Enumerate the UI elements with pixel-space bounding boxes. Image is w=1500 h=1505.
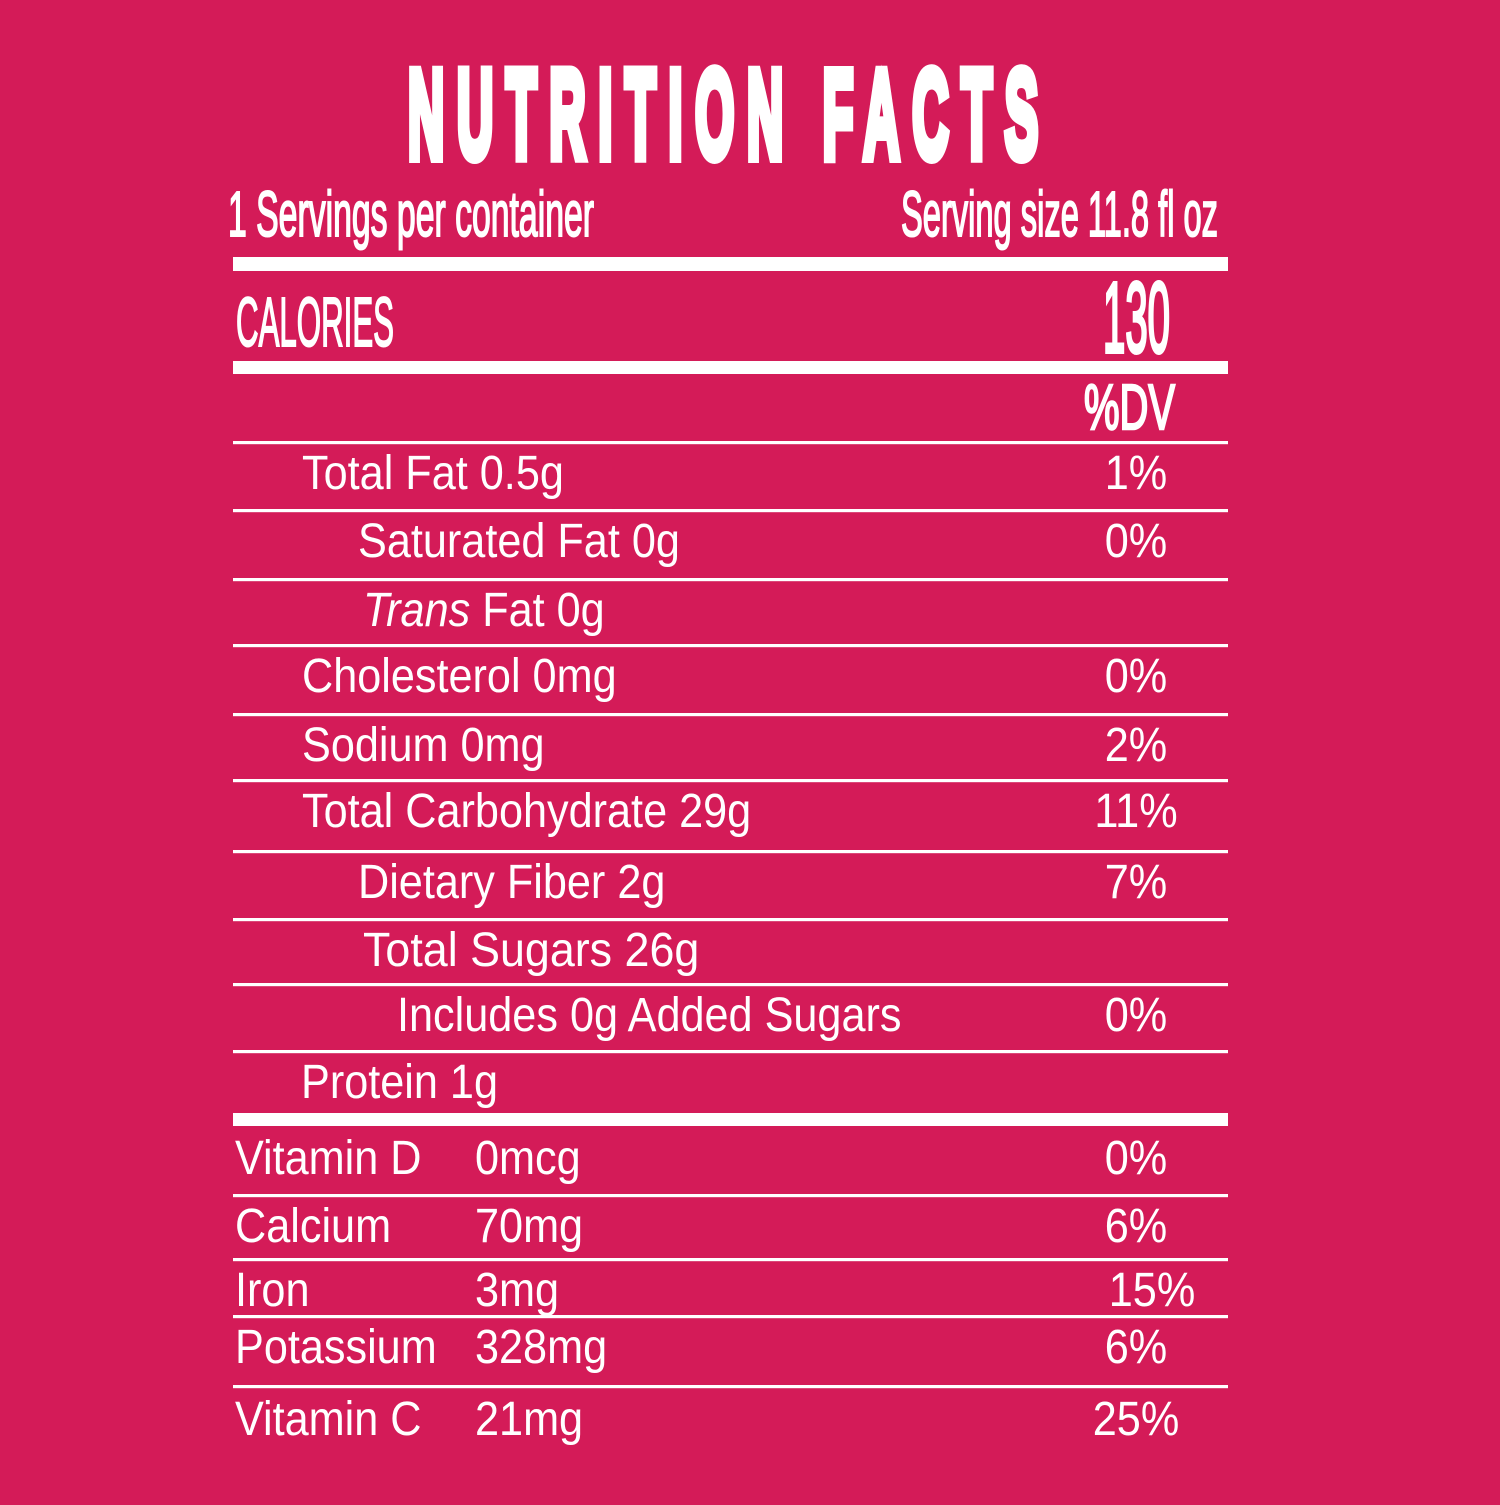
svg-text:0%: 0%	[1105, 515, 1168, 568]
svg-text:Calcium: Calcium	[235, 1200, 391, 1253]
svg-text:NUTRITION FACTS: NUTRITION FACTS	[408, 46, 1051, 185]
svg-text:70mg: 70mg	[475, 1200, 583, 1253]
svg-text:Vitamin D: Vitamin D	[235, 1132, 422, 1185]
svg-text:Saturated Fat 0g: Saturated Fat 0g	[358, 515, 680, 568]
svg-text:0%: 0%	[1105, 989, 1168, 1042]
svg-text:1%: 1%	[1105, 447, 1168, 500]
svg-text:%DV: %DV	[1084, 371, 1175, 443]
svg-text:Total Sugars 26g: Total Sugars 26g	[363, 924, 699, 977]
svg-text:0%: 0%	[1105, 650, 1168, 703]
svg-text:Sodium 0mg: Sodium 0mg	[302, 719, 545, 772]
svg-text:Potassium: Potassium	[235, 1321, 437, 1374]
svg-text:0%: 0%	[1105, 1132, 1168, 1185]
svg-text:15%: 15%	[1109, 1264, 1196, 1317]
svg-text:Fat 0g: Fat 0g	[470, 584, 605, 637]
svg-text:6%: 6%	[1105, 1200, 1168, 1253]
svg-text:Includes 0g Added Sugars: Includes 0g Added Sugars	[397, 989, 902, 1042]
svg-text:2%: 2%	[1105, 719, 1168, 772]
svg-text:130: 130	[1103, 262, 1170, 374]
svg-text:Dietary Fiber 2g: Dietary Fiber 2g	[358, 856, 665, 909]
svg-text:6%: 6%	[1105, 1321, 1168, 1374]
svg-text:3mg: 3mg	[475, 1264, 559, 1317]
svg-text:Vitamin C: Vitamin C	[235, 1393, 422, 1446]
svg-text:11%: 11%	[1094, 785, 1177, 838]
svg-text:1 Servings per container: 1 Servings per container	[228, 178, 594, 250]
svg-text:Total Fat 0.5g: Total Fat 0.5g	[302, 447, 564, 500]
svg-text:0mcg: 0mcg	[475, 1132, 581, 1185]
svg-text:CALORIES: CALORIES	[236, 283, 394, 361]
svg-text:328mg: 328mg	[475, 1321, 607, 1374]
svg-text:Serving size 11.8 fl oz: Serving size 11.8 fl oz	[901, 178, 1218, 250]
svg-text:Cholesterol 0mg: Cholesterol 0mg	[302, 650, 617, 703]
svg-text:Trans: Trans	[363, 584, 470, 637]
svg-text:Protein 1g: Protein 1g	[301, 1056, 498, 1109]
svg-text:Iron: Iron	[235, 1264, 310, 1317]
svg-text:21mg: 21mg	[475, 1393, 583, 1446]
svg-text:25%: 25%	[1093, 1393, 1180, 1446]
svg-text:7%: 7%	[1105, 856, 1168, 909]
svg-text:Total Carbohydrate 29g: Total Carbohydrate 29g	[302, 785, 751, 838]
